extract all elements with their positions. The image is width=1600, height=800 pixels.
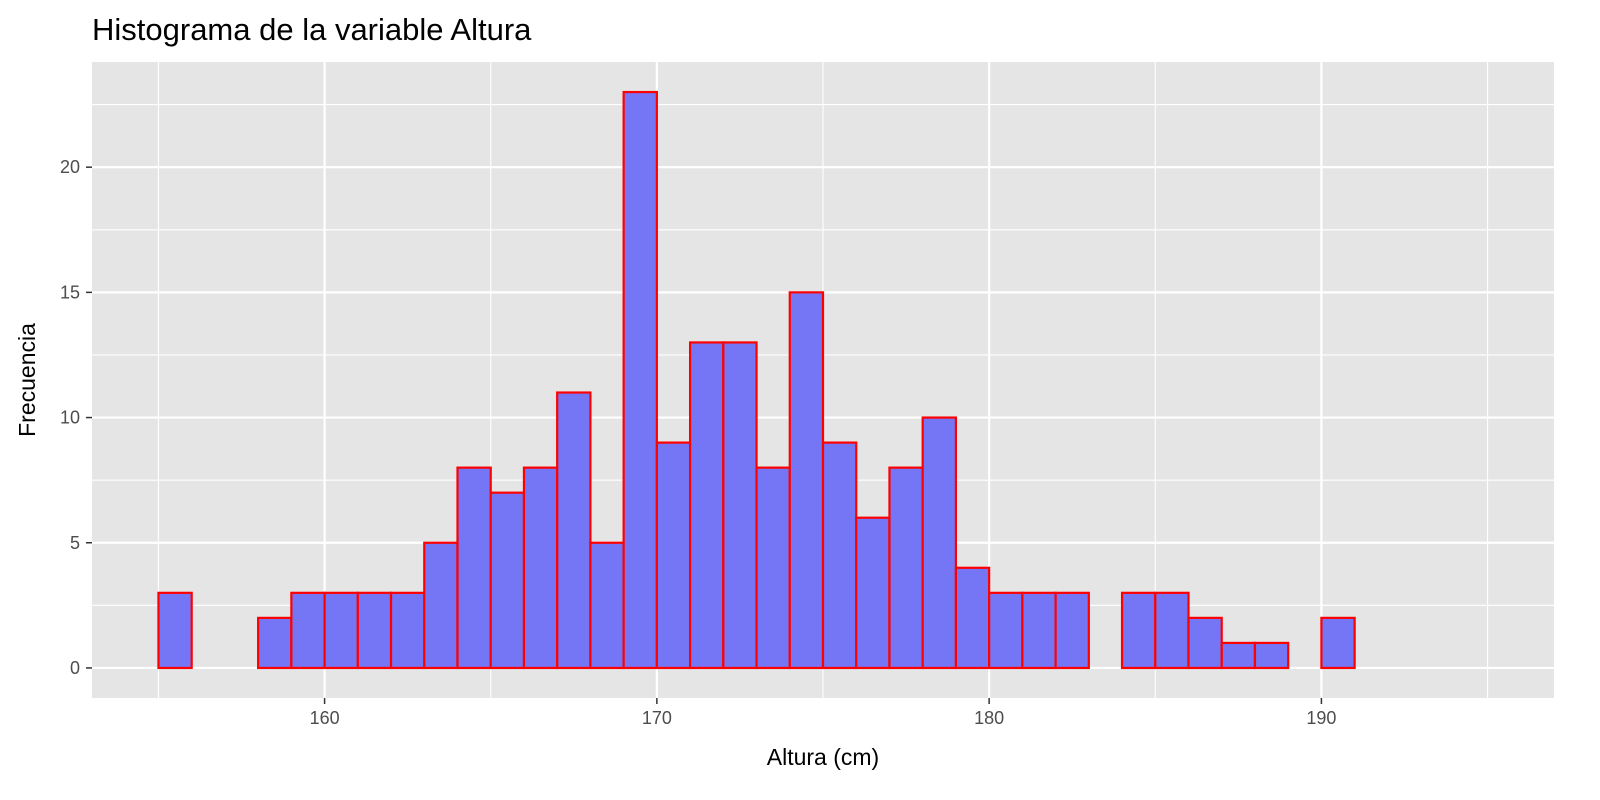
x-axis: 160 170 180 190 <box>310 698 1336 728</box>
histogram-bar <box>522 466 559 670</box>
y-tick-label: 15 <box>60 282 80 302</box>
histogram-bar <box>456 466 492 670</box>
histogram-bar <box>1220 641 1257 670</box>
histogram-bar <box>855 516 891 670</box>
histogram-bar <box>1154 591 1190 670</box>
histogram-bar <box>323 591 359 670</box>
histogram-bar <box>688 341 725 670</box>
x-tick-label: 170 <box>642 708 672 728</box>
histogram-bar <box>1021 591 1057 670</box>
x-tick-label: 180 <box>974 708 1004 728</box>
histogram-bar <box>356 591 393 670</box>
histogram-bar <box>954 566 991 670</box>
y-axis-title: Frecuencia <box>14 323 40 437</box>
y-axis: 0 5 10 15 20 <box>60 157 92 678</box>
y-tick-label: 20 <box>60 157 80 177</box>
histogram-bar <box>556 391 592 670</box>
histogram-bar <box>1187 616 1223 670</box>
histogram-bar <box>157 591 193 670</box>
histogram-bar <box>722 341 758 670</box>
histogram-bar <box>788 291 825 670</box>
histogram-bar <box>1120 591 1157 670</box>
x-axis-title: Altura (cm) <box>767 744 879 770</box>
histogram-bars <box>157 90 1356 670</box>
histogram-bar <box>257 616 293 670</box>
histogram-bar <box>1320 616 1356 670</box>
histogram-bar <box>489 491 526 670</box>
histogram-bar <box>755 466 791 670</box>
histogram-bar <box>290 591 326 670</box>
histogram-bar <box>921 416 958 670</box>
x-tick-label: 190 <box>1306 708 1336 728</box>
histogram-bar <box>389 591 426 670</box>
y-tick-label: 10 <box>60 408 80 428</box>
x-tick-label: 160 <box>310 708 340 728</box>
histogram-bar <box>423 541 459 670</box>
histogram-bar <box>988 591 1024 670</box>
histogram-bar <box>622 90 658 670</box>
y-tick-label: 5 <box>70 533 80 553</box>
histogram-bar <box>821 441 858 670</box>
chart-title: Histograma de la variable Altura <box>92 12 532 47</box>
y-tick-label: 0 <box>70 658 80 678</box>
histogram-bar <box>655 441 692 670</box>
histogram-bar <box>1253 641 1290 670</box>
histogram-bar <box>888 466 924 670</box>
histogram-bar <box>1054 591 1090 670</box>
histogram-bar <box>589 541 625 670</box>
